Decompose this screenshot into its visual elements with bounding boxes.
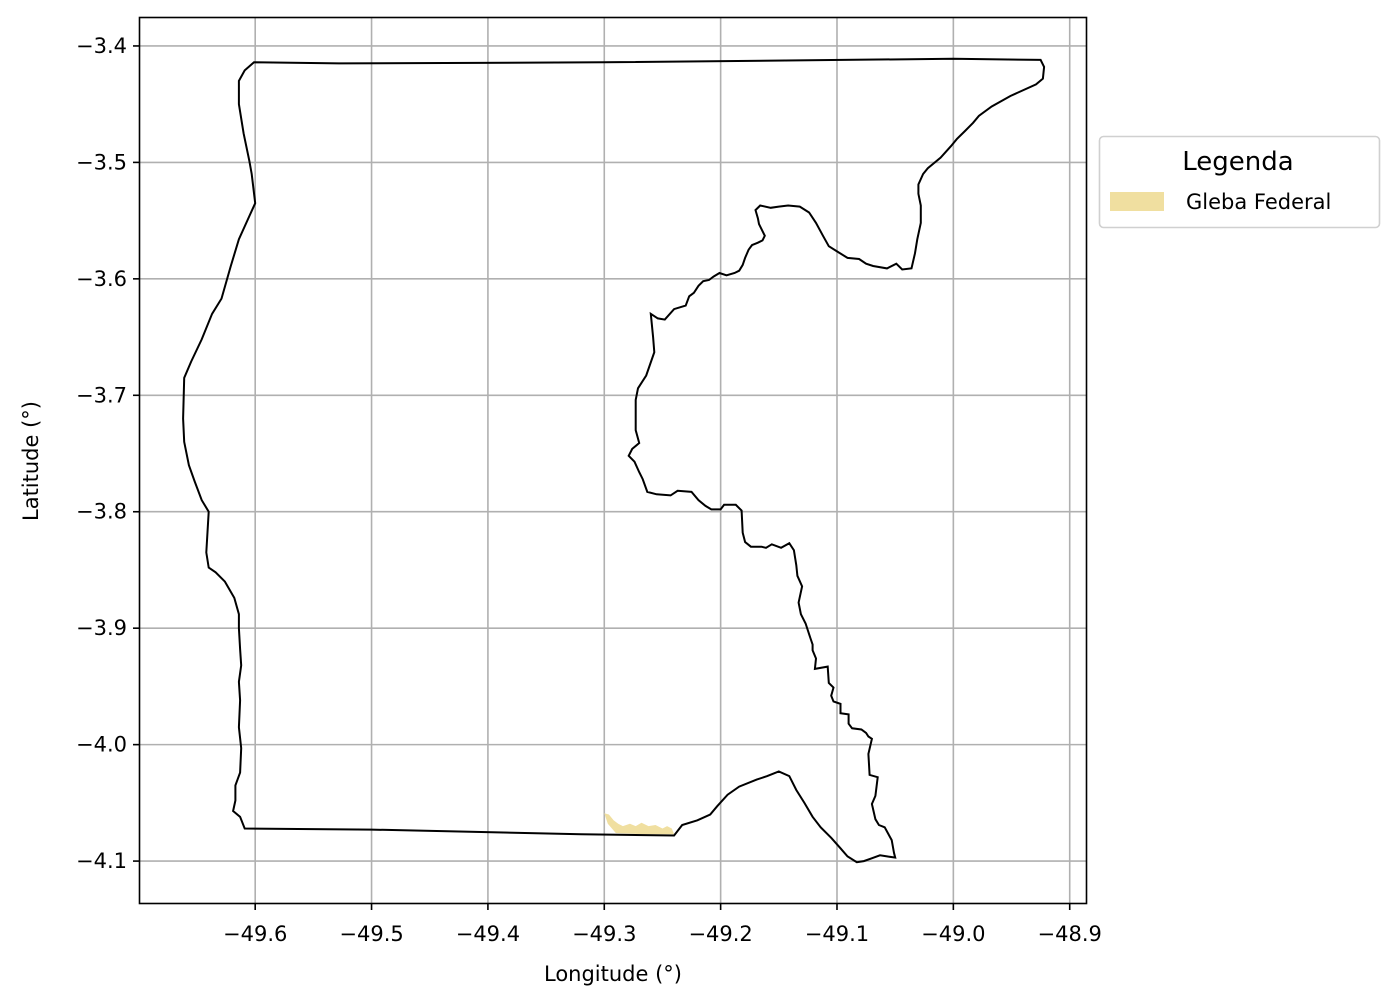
x-axis-label: Longitude (°) <box>544 962 682 986</box>
map-layers <box>182 57 1046 864</box>
y-tick-label: −3.4 <box>76 34 127 58</box>
y-tick-label: −4.1 <box>76 849 127 873</box>
y-axis-ticks: −3.4 −3.5 −3.6 −3.7 −3.8 −3.9 −4.0 −4.1 <box>76 34 140 873</box>
y-tick-label: −3.8 <box>76 500 127 524</box>
legend-swatch-gleba-federal <box>1110 192 1164 211</box>
y-tick-label: −3.7 <box>76 383 127 407</box>
x-tick-label: −49.4 <box>456 922 520 946</box>
x-tick-label: −48.9 <box>1038 922 1102 946</box>
municipality-boundary <box>182 57 1046 864</box>
y-axis-label: Latitude (°) <box>19 401 43 521</box>
y-tick-label: −4.0 <box>76 733 127 757</box>
x-tick-label: −49.3 <box>572 922 636 946</box>
x-tick-label: −49.0 <box>921 922 985 946</box>
y-tick-label: −3.6 <box>76 267 127 291</box>
y-tick-label: −3.9 <box>76 616 127 640</box>
legend-label-gleba-federal: Gleba Federal <box>1186 190 1331 214</box>
y-tick-label: −3.5 <box>76 150 127 174</box>
x-tick-label: −49.2 <box>688 922 752 946</box>
legend-box <box>1098 135 1381 229</box>
x-axis-ticks: −49.6 −49.5 −49.4 −49.3 −49.2 −49.1 −49.0 −48.9 <box>223 903 1102 946</box>
grid-lines <box>140 18 1086 903</box>
plot-frame <box>138 16 1088 905</box>
legend: Legenda Gleba Federal <box>1098 135 1381 229</box>
x-tick-label: −49.1 <box>805 922 869 946</box>
x-tick-label: −49.6 <box>223 922 287 946</box>
legend-title: Legenda <box>1182 147 1293 177</box>
gleba-federal-area <box>604 813 675 835</box>
x-tick-label: −49.5 <box>339 922 403 946</box>
